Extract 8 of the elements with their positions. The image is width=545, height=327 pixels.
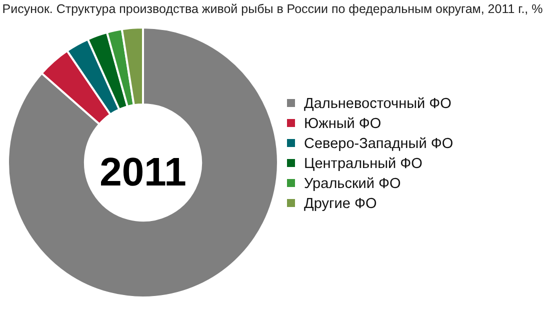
legend-label: Дальневосточный ФО	[303, 95, 452, 114]
text: 2011	[100, 150, 186, 195]
legend-label: Южный ФО	[303, 115, 382, 134]
legend-label: Центральный ФО	[303, 155, 424, 174]
legend-label: Северо-Западный ФО	[303, 135, 454, 154]
chart-title: Рисунок. Структура производства живой рыбы в России по федеральным округам, 2011 г., %	[1, 2, 544, 16]
legend-label: Уральский ФО	[303, 175, 402, 194]
legend-label: Другие ФО	[303, 195, 378, 214]
